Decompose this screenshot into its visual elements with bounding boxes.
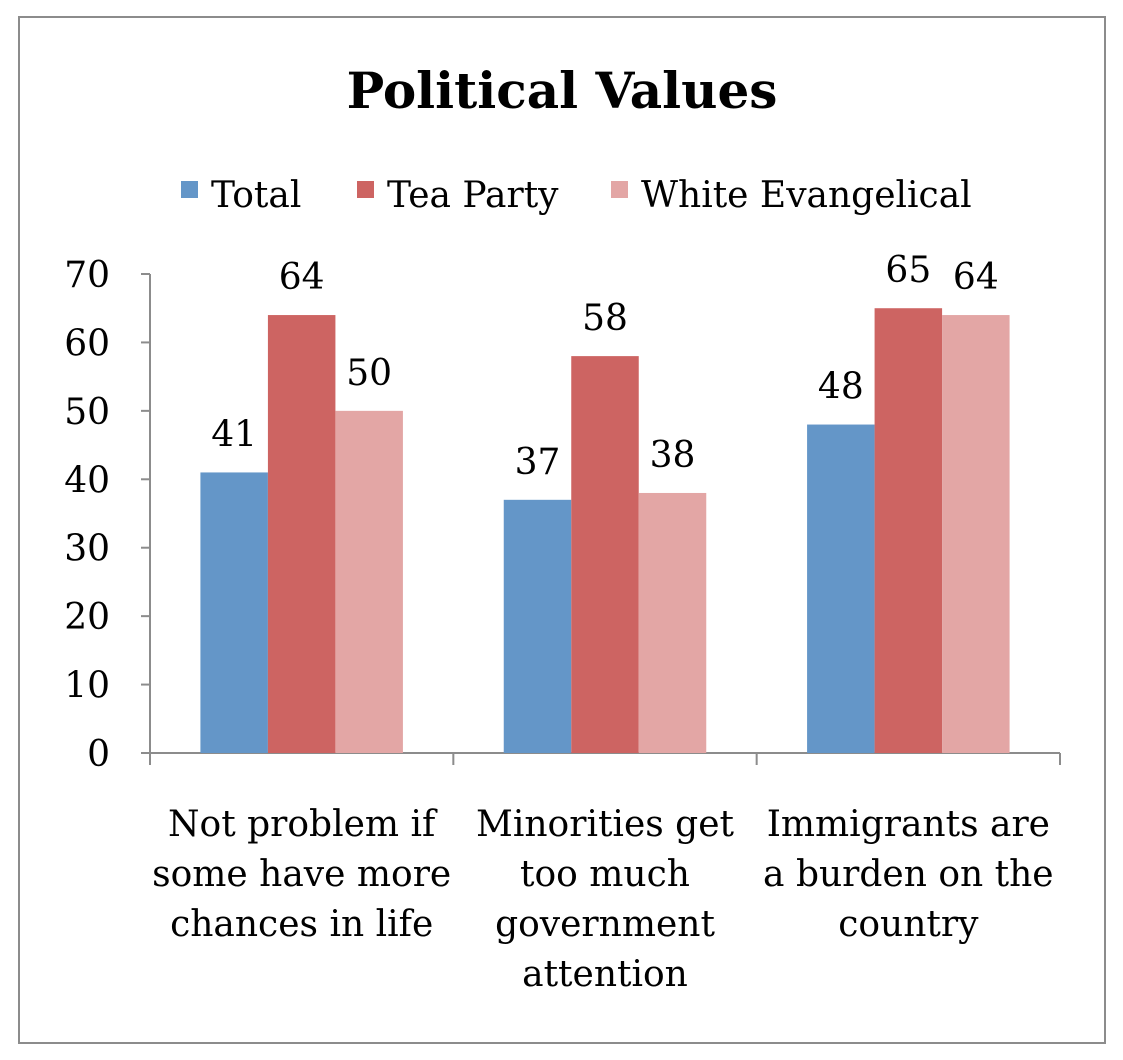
legend-label-white-evangelical: White Evangelical [641,175,972,216]
y-tick-label: 60 [64,323,110,364]
value-label-total-0: 41 [211,414,257,455]
x-axis [149,752,1061,765]
bar-total-2 [807,424,875,753]
value-label-white-evangelical-0: 50 [346,353,392,394]
category-label-line: some have more [152,854,451,895]
legend: Total Tea Party White Evangelical [181,175,972,216]
value-label-total-1: 37 [515,442,561,483]
category-label-line: Immigrants are [767,804,1050,845]
category-label-line: country [838,904,979,945]
bar-total-0 [200,472,268,753]
value-labels: 41 64 50 37 58 38 48 65 64 [211,250,998,483]
bar-tea-party-0 [267,315,336,753]
legend-label-tea-party: Tea Party [387,175,559,216]
y-tick-label: 20 [64,597,110,638]
category-label-line: Not problem if [168,804,438,845]
category-label-line: Minorities get [476,804,735,845]
bar-tea-party-1 [571,356,639,753]
y-tick-label: 10 [64,666,110,707]
category-label-line: too much [520,854,690,895]
category-label-line: attention [522,954,688,995]
chart-title: Political Values [347,61,778,120]
legend-label-total: Total [211,175,301,216]
value-label-white-evangelical-2: 64 [953,257,999,298]
y-tick-label: 70 [64,255,110,296]
bar-total-1 [503,499,572,753]
y-tick-label: 40 [64,460,110,501]
bar-white-evangelical-2 [942,315,1010,753]
value-label-tea-party-1: 58 [582,298,628,339]
category-label-line: a burden on the [763,854,1054,895]
y-tick-label: 0 [87,734,110,775]
category-label-line: chances in life [170,904,433,945]
value-label-tea-party-0: 64 [279,257,325,298]
y-axis: 0 10 20 30 40 50 60 70 [64,255,151,775]
category-label-line: government [495,904,715,945]
bar-white-evangelical-1 [638,492,707,753]
legend-swatch-white-evangelical [611,181,628,198]
bar-white-evangelical-0 [335,410,403,753]
bars [200,308,1010,753]
y-tick-label: 50 [64,392,110,433]
y-tick-label: 30 [64,529,110,570]
legend-swatch-total [181,181,198,198]
value-label-tea-party-2: 65 [885,250,931,291]
bar-tea-party-2 [874,308,943,753]
legend-swatch-tea-party [357,181,374,198]
value-label-total-2: 48 [818,367,864,408]
value-label-white-evangelical-1: 38 [650,435,696,476]
category-labels: Not problem if some have more chances in l… [152,804,1054,995]
